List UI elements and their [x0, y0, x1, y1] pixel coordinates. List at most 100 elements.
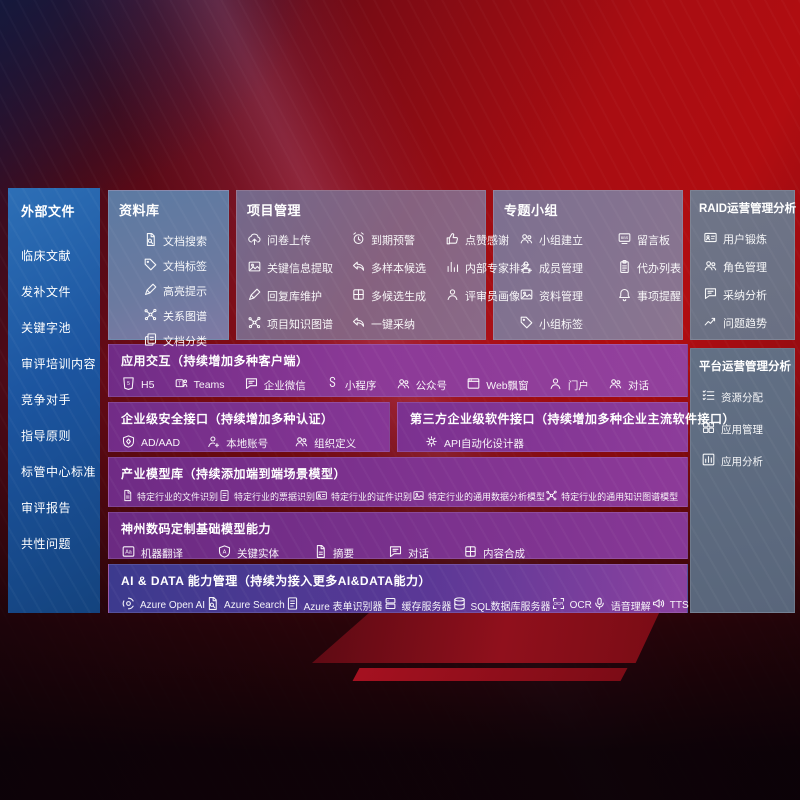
feature-item-label: Azure Open AI: [140, 599, 206, 611]
feature-item-label: 事项提醒: [637, 291, 681, 303]
monitor-stand-shape: [312, 611, 660, 663]
bell-icon: [617, 287, 632, 305]
feature-item-label: 公众号: [415, 379, 448, 392]
teams-icon: T: [174, 376, 189, 394]
dialog-people-icon: [608, 376, 623, 394]
feature-item-label: 摘要: [333, 547, 354, 560]
feature-item: 组织定义: [294, 434, 356, 452]
feature-item: 小组标签: [519, 315, 613, 333]
feature-item: 文档搜索: [143, 232, 218, 250]
feature-item: 对话: [608, 376, 649, 394]
feature-item-label: 点赞感谢: [465, 235, 509, 247]
feature-item-label: 关键实体: [237, 547, 279, 560]
sql-db-icon: [452, 596, 467, 614]
translate-icon: Aa: [121, 544, 136, 562]
feature-item-label: 高亮提示: [163, 286, 207, 298]
feature-item-label: 关键信息提取: [267, 263, 333, 275]
topic-group-title: 专题小组: [504, 203, 559, 218]
feature-item: 到期预警: [351, 231, 441, 249]
industry-models-title: 产业模型库（持续添加端到端场景模型）: [121, 467, 347, 481]
feature-item: 一键采纳: [351, 315, 441, 333]
tag-icon: [143, 257, 158, 275]
feature-item-label: 对话: [408, 547, 429, 560]
external-files-list: 临床文献 发补文件 关键字池 审评培训内容 竞争对手 指导原则 标管中心标准 审评报告 共性问题: [21, 247, 96, 552]
feature-item-label: 用户锻炼: [723, 234, 767, 246]
topic-group-panel: 专题小组 小组建立 BBS 留言板 成员管理 代办列表 资料管理 事项提醒 小组标签: [493, 190, 683, 340]
feature-item-label: 多候选生成: [371, 291, 426, 303]
sidebar-item: 审评培训内容: [21, 357, 97, 371]
sidebar-item: 关键字池: [21, 321, 72, 335]
feature-item-label: 特定行业的票据识别: [234, 492, 316, 502]
reply-arrow-icon: [351, 259, 366, 277]
tag-icon: [519, 315, 534, 333]
feature-item: 特定行业的文件识别: [121, 489, 218, 504]
feature-item: 缓存服务器: [383, 596, 452, 614]
raid-analysis-panel: RAID运营管理分析 用户锻炼 角色管理 采纳分析 问题趋势: [690, 190, 796, 340]
person-add-icon: [519, 259, 534, 277]
feature-item: T Teams: [174, 376, 225, 394]
feature-item-label: 本地账号: [226, 437, 269, 450]
industry-models-row: 产业模型库（持续添加端到端场景模型） 特定行业的文件识别 特定行业的票据识别 特定行…: [108, 457, 688, 507]
feature-item: Web飘窗: [466, 376, 529, 394]
feature-item: 摘要: [313, 544, 354, 562]
feature-item-label: H5: [141, 379, 155, 391]
image-extract-icon: [412, 489, 425, 504]
sidebar-item: 发补文件: [21, 285, 72, 299]
cloud-upload-icon: [247, 231, 262, 249]
feature-item: 问题趋势: [703, 314, 786, 332]
app-interaction-row: 应用交互（持续增加多种客户端） 5 H5 T Teams 企业微信 小程序 公众号 Web飘窗…: [108, 344, 688, 397]
feature-item: 文档分类: [143, 332, 218, 350]
trend-icon: [703, 314, 718, 332]
sidebar-item: 共性问题: [21, 537, 72, 551]
feature-item-label: 成员管理: [539, 263, 583, 275]
feature-item-label: 代办列表: [637, 263, 681, 275]
relation-graph-icon: [247, 315, 262, 333]
org-people-icon: [294, 434, 309, 452]
highlight-pencil-icon: [143, 282, 158, 300]
ranking-bars-icon: [445, 259, 460, 277]
project-management-title: 项目管理: [247, 203, 302, 218]
ocr-scan-icon: OCR: [551, 596, 566, 614]
feature-item-label: 小组标签: [539, 319, 583, 331]
feature-item-label: Azure 表单识别器: [303, 601, 383, 613]
feature-item-label: 项目知识图谱: [267, 319, 333, 331]
svg-text:5: 5: [127, 381, 130, 387]
speech-mic-icon: [592, 596, 607, 614]
chart-box-icon: [701, 452, 716, 470]
doc-copy-icon: [143, 332, 158, 350]
feature-item-label: 特定行业的证件识别: [331, 492, 413, 502]
svg-text:A: A: [223, 549, 227, 555]
app-interaction-title: 应用交互（持续增加多种客户端）: [121, 354, 309, 368]
feature-item-label: 企业微信: [263, 379, 306, 392]
wechat-work-icon: [244, 376, 259, 394]
feature-item: 公众号: [396, 376, 448, 394]
feature-item-label: 门户: [567, 379, 589, 392]
sidebar-item: 指导原则: [21, 429, 72, 443]
feature-item: 小程序: [325, 376, 376, 394]
feature-item: AD/AAD: [121, 434, 180, 452]
id-card-icon: [703, 230, 718, 248]
html5-icon: 5: [121, 376, 136, 394]
project-management-panel: 项目管理 问卷上传 到期预警 点赞感谢 关键信息提取 多样本候选 内部专家排名 回复库维护多…: [236, 190, 531, 340]
enterprise-security-title: 企业级安全接口（持续增加多种认证）: [121, 412, 334, 426]
svg-text:BBS: BBS: [621, 236, 629, 240]
sidebar-item: 临床文献: [21, 249, 72, 263]
feature-item-label: 采纳分析: [723, 290, 767, 302]
openai-icon: [121, 596, 136, 614]
feature-item-label: 回复库维护: [267, 291, 322, 303]
feature-item: 代办列表: [617, 259, 681, 277]
checklist-icon: [701, 388, 716, 406]
feature-item-label: 资源分配: [721, 391, 763, 404]
sidebar-item: 审评报告: [21, 501, 72, 515]
feature-item-label: 文档标签: [163, 261, 207, 273]
pen-icon: [247, 287, 262, 305]
feature-item: 语音理解: [592, 596, 651, 614]
id-card-icon: [315, 489, 328, 504]
feature-item: 关键信息提取: [247, 259, 347, 277]
feature-item: 小组建立: [519, 231, 613, 249]
monitor-stand-bar: [352, 668, 628, 681]
enterprise-security-row: 企业级安全接口（持续增加多种认证） AD/AAD 本地账号 组织定义: [108, 402, 390, 452]
feature-item-label: Teams: [193, 379, 225, 391]
knowledge-base-title: 资料库: [119, 203, 160, 218]
feature-item-label: Azure Search: [224, 599, 285, 611]
